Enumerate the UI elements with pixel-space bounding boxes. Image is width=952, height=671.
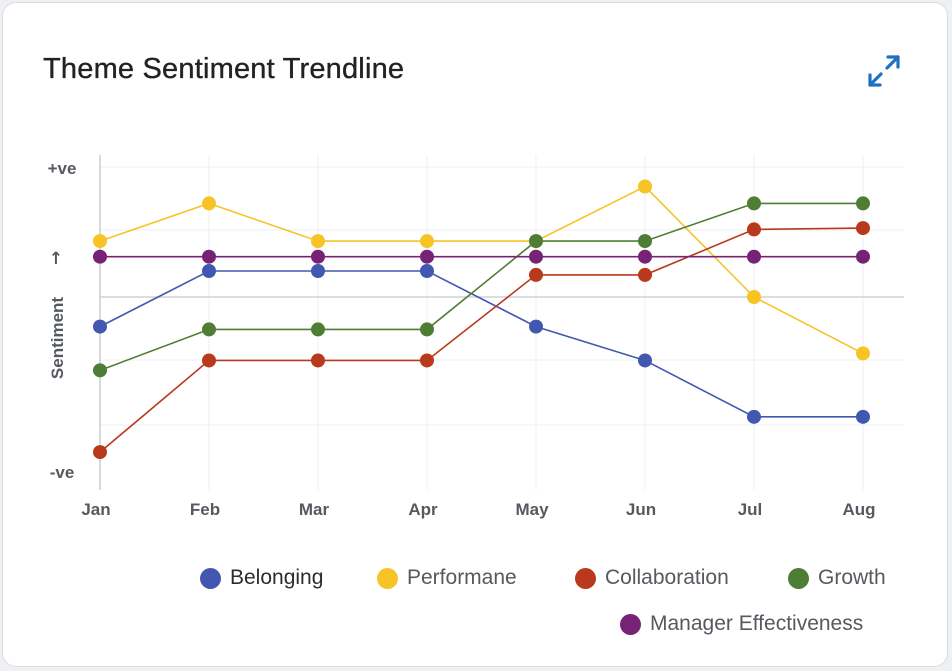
data-point[interactable] [638, 179, 652, 194]
data-point[interactable] [856, 409, 870, 424]
data-point[interactable] [856, 196, 870, 211]
data-point[interactable] [420, 353, 434, 368]
series-line [99, 270, 863, 418]
y-axis-arrow: ↑ [49, 249, 63, 269]
x-tick-label: Jun [626, 500, 656, 519]
data-point[interactable] [202, 249, 216, 264]
legend-swatch [788, 567, 809, 589]
data-point[interactable] [747, 249, 761, 264]
data-point[interactable] [202, 353, 216, 368]
series [93, 179, 870, 460]
x-tick-label: Mar [299, 500, 330, 519]
data-point[interactable] [638, 249, 652, 264]
series-line [99, 227, 864, 453]
legend-label: Growth [818, 566, 886, 589]
data-point[interactable] [311, 234, 325, 249]
x-tick-label: Feb [190, 500, 220, 519]
y-axis-label: Sentiment [48, 297, 67, 380]
legend-item[interactable]: Manager Effectiveness [620, 612, 863, 636]
legend-swatch [575, 567, 596, 589]
expand-button[interactable] [865, 53, 903, 89]
legend-label: Performane [407, 566, 517, 589]
y-tick-label-top: +ve [48, 159, 77, 178]
data-point[interactable] [747, 196, 761, 211]
legend-label: Collaboration [605, 566, 729, 589]
data-point[interactable] [311, 353, 325, 368]
legend-swatch [200, 567, 221, 589]
legend-swatch [620, 613, 641, 635]
x-tick-label: May [515, 500, 549, 519]
data-point[interactable] [638, 353, 652, 368]
x-tick-label: Jan [81, 500, 110, 519]
legend-item[interactable]: Collaboration [575, 566, 729, 590]
grid [99, 155, 904, 490]
data-point[interactable] [529, 267, 543, 282]
x-tick-label: Jul [738, 500, 763, 519]
data-point[interactable] [420, 234, 434, 249]
legend-item[interactable]: Growth [788, 566, 886, 590]
legend-swatch [377, 567, 398, 589]
expand-arrows-icon [868, 55, 900, 87]
data-point[interactable] [747, 290, 761, 304]
data-point[interactable] [856, 346, 870, 361]
data-point[interactable] [202, 196, 216, 211]
data-point[interactable] [529, 234, 543, 249]
data-point[interactable] [638, 267, 652, 282]
data-point[interactable] [420, 322, 434, 337]
data-point[interactable] [311, 322, 325, 337]
data-point[interactable] [420, 249, 434, 264]
legend-item[interactable]: Belonging [200, 566, 323, 590]
x-tick-label: Apr [408, 500, 438, 519]
legend-item[interactable]: Performane [377, 566, 517, 590]
data-point[interactable] [93, 445, 107, 460]
data-point[interactable] [93, 234, 107, 249]
card-title: Theme Sentiment Trendline [43, 53, 405, 85]
data-point[interactable] [747, 222, 761, 237]
data-point[interactable] [638, 234, 652, 249]
x-axis-ticks: Jan Feb Mar Apr May Jun Jul Aug [81, 500, 875, 519]
data-point[interactable] [202, 322, 216, 337]
data-point[interactable] [856, 249, 870, 264]
data-point[interactable] [529, 249, 543, 264]
data-point[interactable] [420, 264, 434, 278]
data-point[interactable] [93, 363, 107, 378]
data-point[interactable] [529, 319, 543, 334]
series-line [99, 202, 863, 372]
data-point[interactable] [93, 319, 107, 334]
data-point[interactable] [311, 264, 325, 278]
data-point[interactable] [93, 249, 107, 264]
legend-label: Manager Effectiveness [650, 612, 864, 635]
legend-label: Belonging [230, 566, 324, 589]
data-point[interactable] [202, 264, 216, 278]
data-point[interactable] [856, 221, 870, 236]
data-point[interactable] [311, 249, 325, 264]
x-tick-label: Aug [842, 500, 875, 519]
data-point[interactable] [747, 409, 761, 424]
series-line [99, 185, 864, 355]
y-tick-label-bottom: -ve [50, 463, 75, 482]
